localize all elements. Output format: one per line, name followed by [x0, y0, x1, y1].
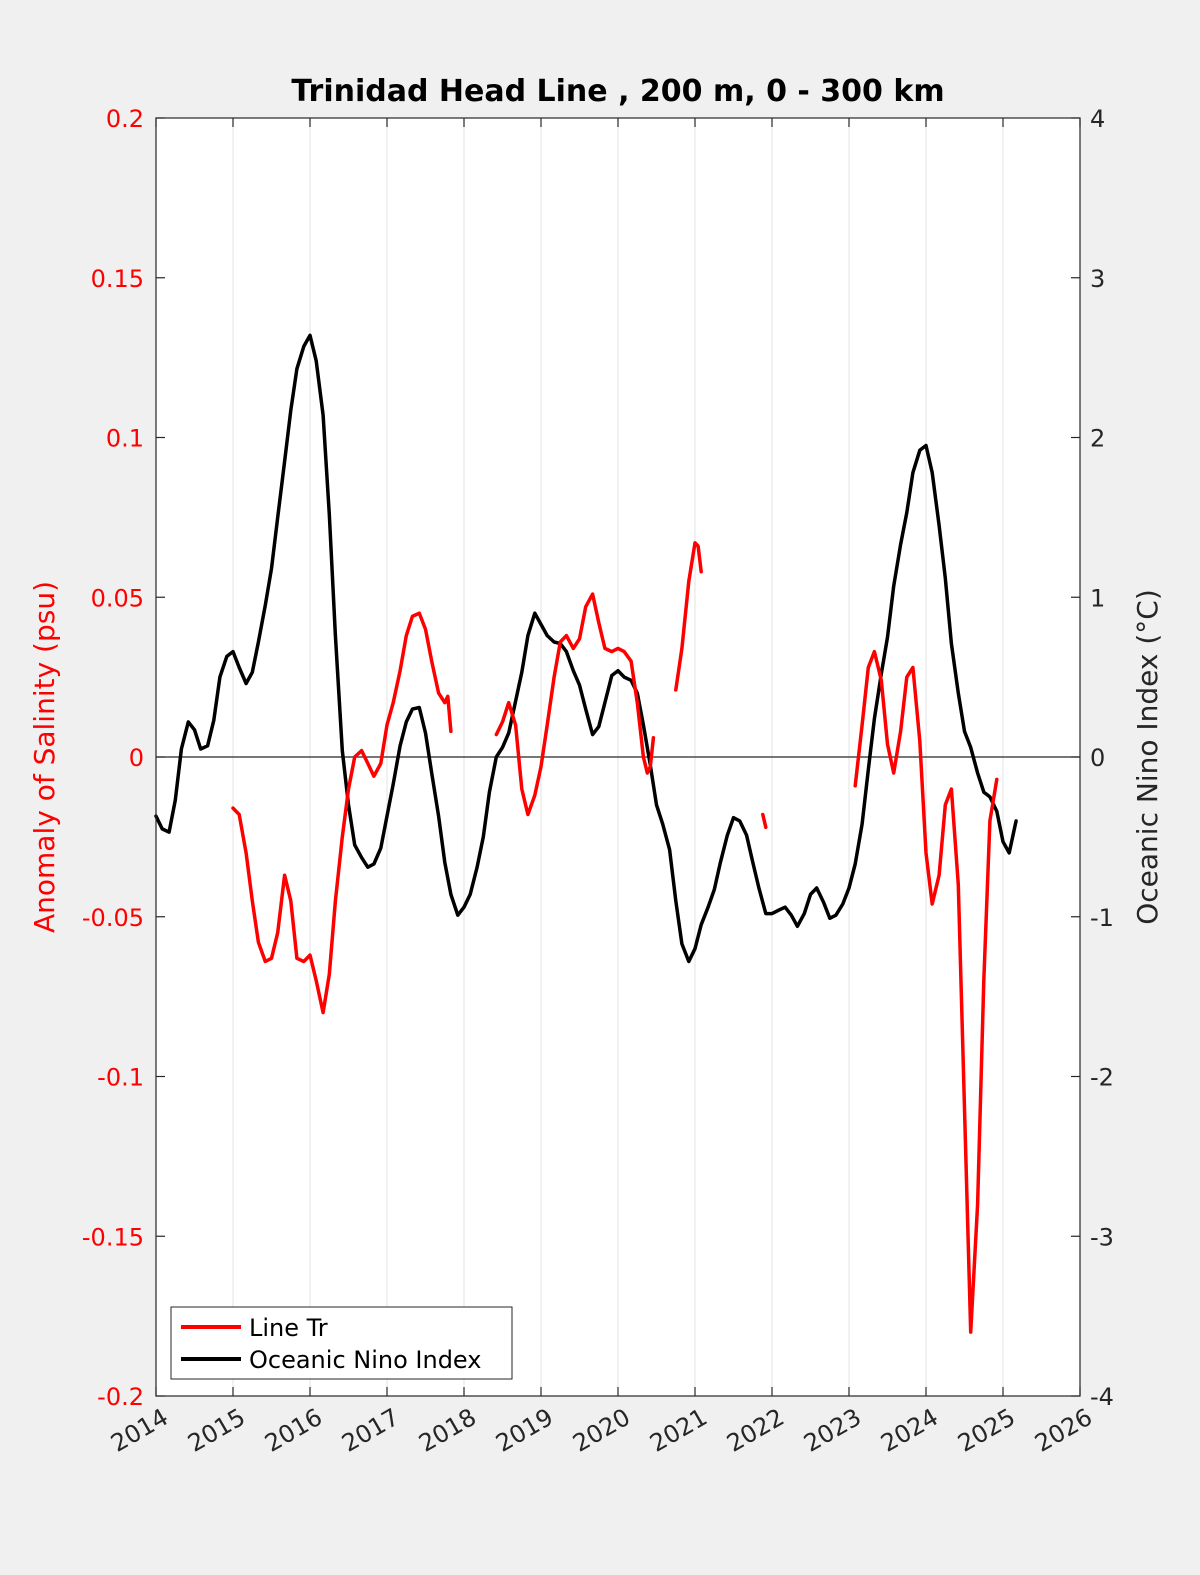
series-line-tr [231, 541, 999, 1334]
right-axis-label: Oceanic Nino Index (°C) [1131, 589, 1164, 925]
left-tick-label: -0.05 [82, 904, 144, 932]
legend: Line Tr Oceanic Nino Index [170, 1306, 513, 1380]
right-tick-label: 3 [1090, 265, 1105, 293]
left-tick-label: -0.1 [97, 1064, 144, 1092]
line-tr-segment [853, 649, 999, 1334]
left-tick-label: -0.15 [82, 1223, 144, 1251]
left-tick-label: 0.05 [91, 584, 144, 612]
line-tr-segment [231, 611, 453, 1015]
left-axis-label: Anomaly of Salinity (psu) [28, 581, 61, 933]
right-tick-label: -1 [1090, 904, 1114, 932]
line-tr-segment [494, 592, 656, 817]
right-axis: 4 3 2 1 0 -1 -2 -3 -4 [1071, 105, 1114, 1411]
chart-title: Trinidad Head Line , 200 m, 0 - 300 km [291, 74, 944, 109]
left-tick-label: -0.2 [97, 1383, 144, 1411]
legend-box [170, 1306, 513, 1380]
left-tick-label: 0.15 [91, 265, 144, 293]
oni-segment [154, 333, 1018, 964]
series-oni [154, 333, 1018, 964]
left-tick-label: 0.1 [106, 425, 144, 453]
legend-label-oni: Oceanic Nino Index [249, 1346, 481, 1374]
right-tick-label: -3 [1090, 1223, 1114, 1251]
legend-label-line-tr: Line Tr [249, 1314, 328, 1342]
right-tick-label: 4 [1090, 105, 1105, 133]
left-axis: 0.2 0.15 0.1 0.05 0 -0.05 -0.1 -0.15 -0.2 [82, 105, 165, 1411]
line-tr-segment [761, 812, 768, 830]
left-tick-label: 0 [129, 744, 144, 772]
right-tick-label: 0 [1090, 744, 1105, 772]
right-tick-label: 1 [1090, 584, 1105, 612]
right-tick-label: 2 [1090, 425, 1105, 453]
right-tick-label: -4 [1090, 1383, 1114, 1411]
left-tick-label: 0.2 [106, 105, 144, 133]
series-layer [154, 333, 1018, 1334]
line-tr-segment [674, 541, 703, 692]
right-tick-label: -2 [1090, 1064, 1114, 1092]
